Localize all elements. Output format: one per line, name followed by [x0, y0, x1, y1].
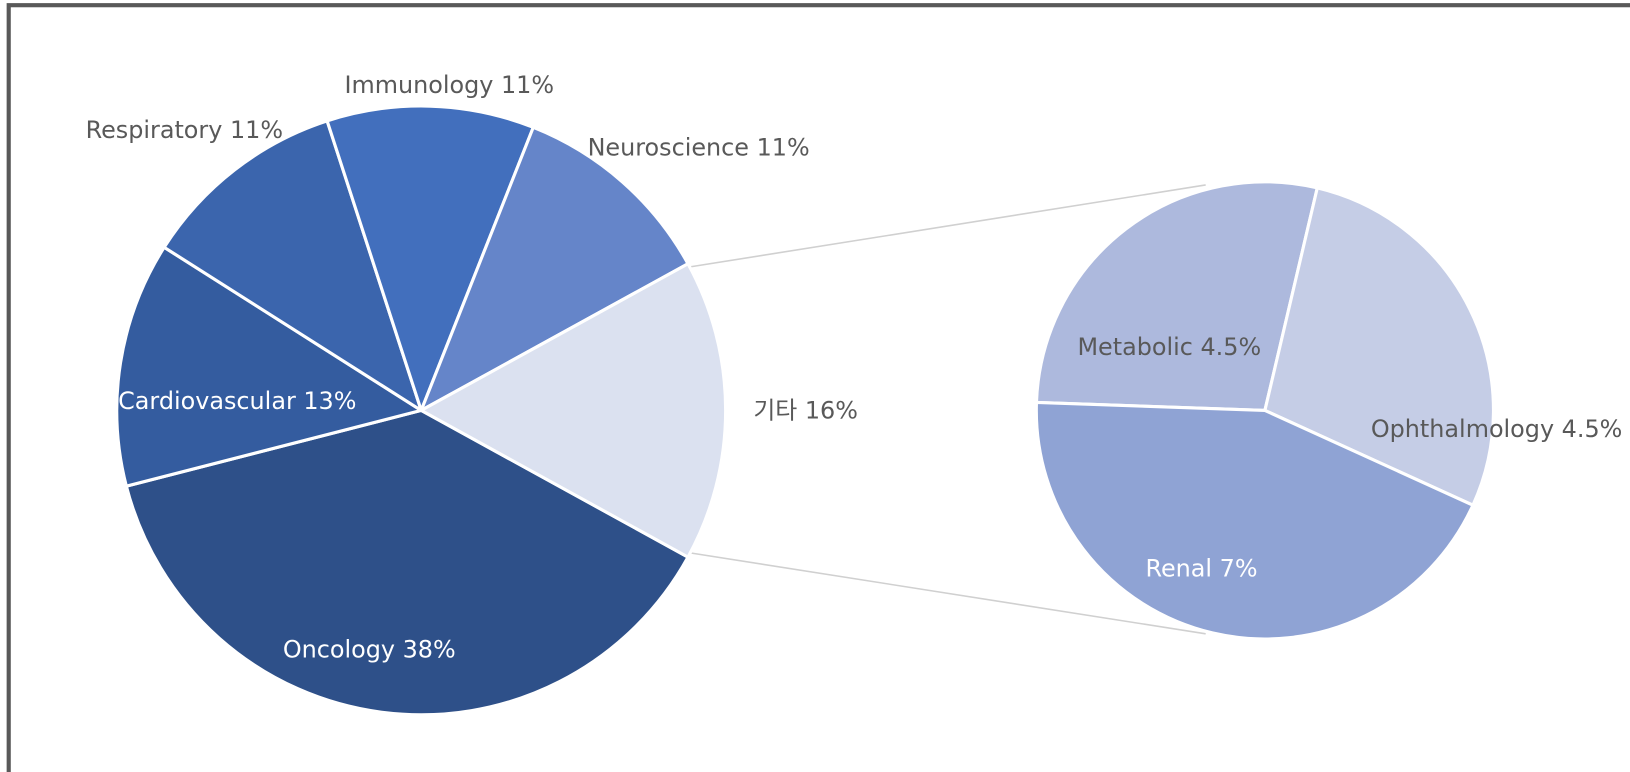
slice-label: Neuroscience 11%: [588, 134, 810, 162]
category-label: Neuroscience: [588, 134, 749, 162]
slice-label: Metabolic 4.5%: [1077, 333, 1261, 361]
value-label: 11%: [230, 116, 283, 144]
value-label: 11%: [757, 134, 810, 162]
category-label: Renal: [1145, 554, 1212, 582]
slice-label: Respiratory 11%: [86, 116, 283, 144]
slice-label: Immunology 11%: [344, 71, 554, 99]
pie-slice: [1034, 180, 1319, 412]
value-label: 13%: [303, 387, 356, 415]
category-label: Ophthalmology: [1371, 415, 1554, 443]
pie-slice: [325, 104, 535, 412]
pie-slice: [124, 408, 690, 717]
value-label: 4.5%: [1562, 415, 1623, 443]
slice-label: Oncology 38%: [283, 635, 456, 663]
pie-slice: [1263, 186, 1496, 507]
slice-label: Renal 7%: [1145, 554, 1257, 582]
value-label: 11%: [501, 71, 554, 99]
slice-label: 기타 16%: [753, 396, 858, 424]
pie-slice: [419, 262, 728, 559]
slice-label: Ophthalmology 4.5%: [1371, 415, 1622, 443]
connector-line: [689, 184, 1206, 268]
value-label: 38%: [403, 635, 456, 663]
pie-slice: [1034, 400, 1475, 641]
pie-slice: [162, 119, 423, 412]
slice-label: Cardiovascular 13%: [118, 387, 356, 415]
value-label: 7%: [1220, 554, 1258, 582]
value-label: 16%: [805, 396, 858, 424]
pie-slice: [419, 125, 690, 412]
category-label: Immunology: [344, 71, 493, 99]
category-label: Metabolic: [1077, 333, 1192, 361]
value-label: 4.5%: [1200, 333, 1261, 361]
category-label: Oncology: [283, 635, 395, 663]
category-label: Respiratory: [86, 116, 223, 144]
category-label: 기타: [753, 396, 797, 424]
connector-line: [689, 551, 1206, 635]
category-label: Cardiovascular: [118, 387, 296, 415]
pie-slice: [115, 245, 423, 488]
frame: [6, 3, 1630, 772]
